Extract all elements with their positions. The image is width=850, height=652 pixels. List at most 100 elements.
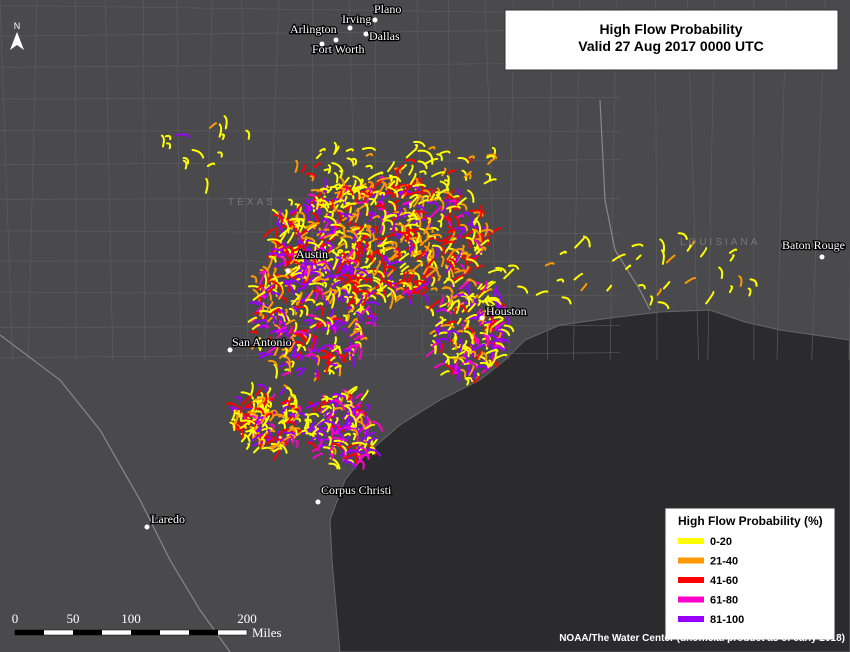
stream (273, 343, 279, 356)
stream (277, 436, 282, 445)
stream (288, 267, 301, 277)
stream (431, 276, 436, 287)
stream (160, 134, 165, 148)
county-line (27, 0, 38, 361)
stream (296, 286, 306, 292)
stream (328, 210, 334, 218)
stream (397, 230, 409, 243)
stream (316, 230, 327, 235)
stream (229, 406, 235, 413)
stream (264, 284, 275, 292)
stream (284, 250, 292, 265)
stream (406, 180, 416, 190)
stream (248, 426, 254, 436)
stream (306, 224, 317, 232)
stream (411, 236, 424, 246)
stream (240, 391, 255, 400)
stream (285, 399, 291, 407)
stream (322, 446, 334, 454)
stream (308, 282, 325, 287)
stream (257, 341, 271, 349)
stream (284, 282, 296, 295)
stream (365, 229, 372, 239)
stream (544, 262, 555, 267)
stream (350, 300, 357, 307)
stream (451, 339, 458, 350)
stream (469, 209, 485, 215)
stream (265, 436, 275, 445)
stream (423, 245, 432, 258)
stream (272, 267, 277, 275)
stream (398, 252, 410, 262)
stream (289, 426, 296, 433)
stream (290, 271, 302, 278)
stream (346, 157, 355, 167)
stream (367, 290, 374, 298)
stream (426, 249, 432, 259)
stream (251, 301, 263, 306)
stream (455, 299, 461, 314)
stream (472, 228, 476, 240)
legend: 0-20 21-40 41-60 61-80 81-100 (678, 536, 744, 626)
stream (309, 203, 316, 213)
stream (421, 293, 429, 304)
stream (466, 265, 473, 275)
stream (447, 257, 457, 266)
stream (415, 212, 422, 228)
stream (384, 219, 394, 226)
stream (338, 189, 343, 199)
stream (328, 344, 336, 350)
stream (255, 318, 266, 324)
stream (309, 175, 315, 182)
stream (329, 229, 341, 240)
stream (493, 313, 501, 318)
stream (339, 235, 353, 240)
stream (340, 320, 347, 327)
stream (239, 425, 247, 429)
north-label: N (14, 21, 21, 31)
stream (303, 318, 315, 323)
stream (218, 123, 223, 138)
stream (415, 232, 421, 242)
stream (381, 260, 387, 276)
stream (366, 437, 378, 444)
stream (274, 312, 282, 322)
stream (365, 301, 380, 307)
stream (282, 402, 297, 408)
stream (749, 278, 758, 287)
stream (456, 226, 466, 240)
stream (322, 277, 329, 282)
stream (328, 319, 341, 330)
stream (320, 199, 330, 209)
stream (462, 251, 469, 256)
stream (288, 217, 304, 222)
stream (364, 202, 369, 217)
stream (660, 249, 665, 265)
stream (315, 247, 323, 252)
state-label: TEXAS (228, 197, 276, 208)
stream (340, 273, 350, 280)
stream (316, 400, 323, 412)
stream (366, 247, 373, 256)
stream (460, 339, 468, 352)
stream (354, 455, 363, 467)
stream (431, 244, 443, 251)
stream (309, 425, 316, 432)
stream (665, 254, 676, 264)
legend-label: 21-40 (710, 556, 738, 568)
stream (352, 187, 360, 192)
stream (318, 443, 327, 449)
stream (267, 238, 283, 244)
stream (306, 441, 317, 450)
stream (376, 200, 384, 206)
stream (258, 432, 269, 446)
stream (175, 133, 190, 138)
stream (456, 317, 462, 325)
city-dot (144, 524, 150, 530)
stream (335, 242, 346, 250)
stream (405, 158, 417, 164)
stream (433, 331, 448, 337)
stream (361, 431, 376, 441)
stream (288, 198, 293, 206)
stream (343, 267, 352, 276)
